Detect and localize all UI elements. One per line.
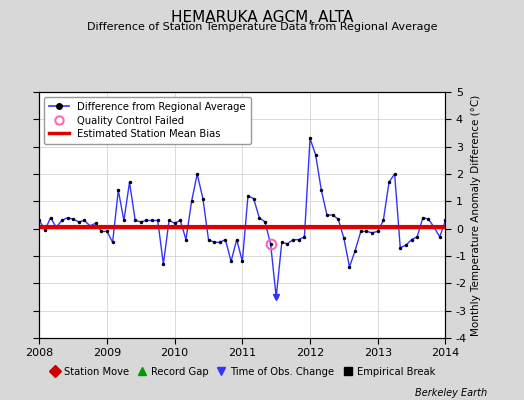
Y-axis label: Monthly Temperature Anomaly Difference (°C): Monthly Temperature Anomaly Difference (…	[471, 94, 481, 336]
Legend: Difference from Regional Average, Quality Control Failed, Estimated Station Mean: Difference from Regional Average, Qualit…	[45, 97, 251, 144]
Legend: Station Move, Record Gap, Time of Obs. Change, Empirical Break: Station Move, Record Gap, Time of Obs. C…	[47, 364, 438, 380]
Text: Difference of Station Temperature Data from Regional Average: Difference of Station Temperature Data f…	[87, 22, 437, 32]
Text: HEMARUKA AGCM, ALTA: HEMARUKA AGCM, ALTA	[171, 10, 353, 25]
Text: Berkeley Earth: Berkeley Earth	[415, 388, 487, 398]
